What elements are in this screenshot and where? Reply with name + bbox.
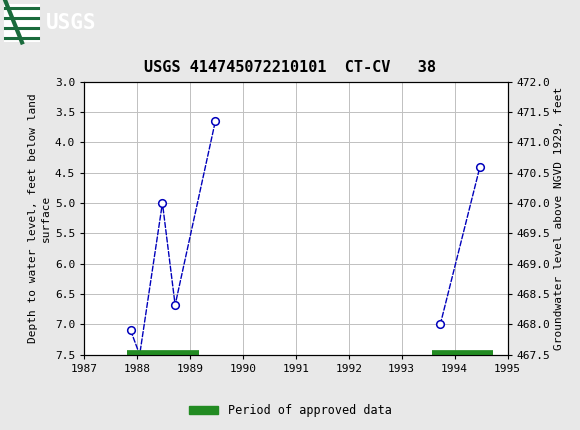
Legend: Period of approved data: Period of approved data [184,399,396,422]
Text: USGS 414745072210101  CT-CV   38: USGS 414745072210101 CT-CV 38 [144,60,436,75]
Bar [4,4,40,43]
Y-axis label: Groundwater level above NGVD 1929, feet: Groundwater level above NGVD 1929, feet [554,86,564,350]
Y-axis label: Depth to water level, feet below land
surface: Depth to water level, feet below land su… [28,93,50,343]
Text: USGS: USGS [46,13,96,33]
